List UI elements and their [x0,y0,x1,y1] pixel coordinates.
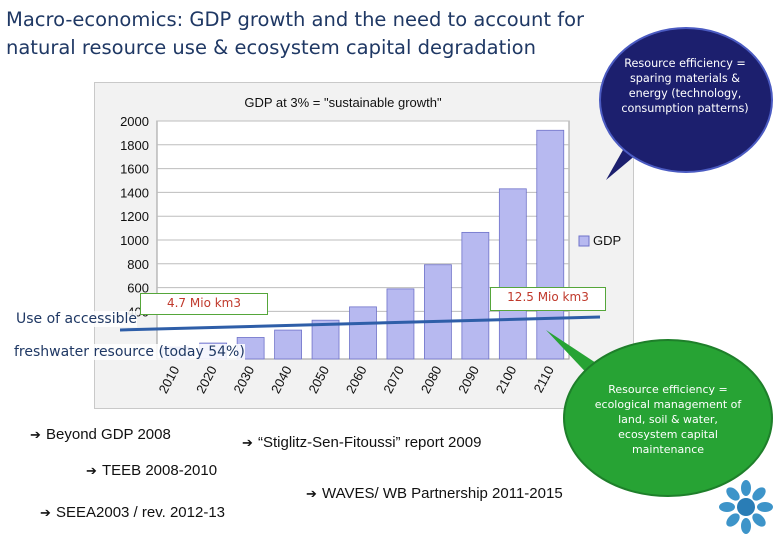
bullet-stiglitz-label: “Stiglitz-Sen-Fitoussi” report 2009 [258,434,482,451]
gdp-bar [498,188,527,360]
bubble-top-text: Resource efficiency = sparing materials … [621,57,749,115]
water-start-value: 4.7 Mio km3 [166,296,241,310]
water-label-1: Use of accessible [16,311,138,327]
water-end-value: 12.5 Mio km3 [507,290,589,304]
title-line-2: natural resource use & ecosystem capital… [6,36,536,59]
water-label-2: freshwater resource (today 54%) [14,344,245,360]
bullet-teeb-label: TEEB 2008-2010 [102,462,218,479]
y-tick-label: 600 [127,281,149,296]
right-arrow-icon: ➔ [242,435,253,450]
right-arrow-icon: ➔ [86,463,97,478]
water-start-box: 4.7 Mio km3 [140,293,268,315]
right-arrow-icon: ➔ [306,486,317,501]
gdp-bar [274,329,302,360]
bullet-stiglitz: ➔ “Stiglitz-Sen-Fitoussi” report 2009 [242,434,481,451]
eea-logo-icon [719,480,773,534]
bubble-top [599,27,773,173]
bullet-waves-label: WAVES/ WB Partnership 2011-2015 [322,485,563,502]
bubble-bottom [563,339,773,497]
water-use-line [119,315,601,332]
y-tick-label: 2000 [120,114,149,129]
y-tick-label: 800 [127,257,149,272]
right-arrow-icon: ➔ [30,427,41,442]
water-end-box: 12.5 Mio km3 [490,287,606,311]
y-tick-label: 1200 [120,209,149,224]
y-tick-label: 1800 [120,138,149,153]
gdp-bar [311,319,340,360]
legend-label: GDP [593,233,621,248]
bullet-waves: ➔ WAVES/ WB Partnership 2011-2015 [306,485,563,502]
bullet-beyond-gdp: ➔ Beyond GDP 2008 [30,426,171,443]
title-line-1: Macro-economics: GDP growth and the need… [6,8,585,31]
gdp-bar [424,264,452,360]
legend-swatch [578,235,590,247]
bubble-bottom-text: Resource efficiency = ecological managem… [594,383,742,456]
gdp-bar [461,231,490,360]
right-arrow-icon: ➔ [40,505,51,520]
y-tick-label: 1400 [120,185,149,200]
bullet-seea-label: SEEA2003 / rev. 2012-13 [56,504,225,521]
page-title: Macro-economics: GDP growth and the need… [6,6,626,62]
gdp-bar [536,129,565,360]
gdp-bar [349,306,377,360]
y-tick-label: 1000 [120,233,149,248]
chart-title: GDP at 3% = "sustainable growth" [244,95,442,110]
y-tick-label: 1600 [120,162,149,177]
bullet-seea: ➔ SEEA2003 / rev. 2012-13 [40,504,225,521]
bullet-beyond-gdp-label: Beyond GDP 2008 [46,426,171,443]
bullet-teeb: ➔ TEEB 2008-2010 [86,462,217,479]
